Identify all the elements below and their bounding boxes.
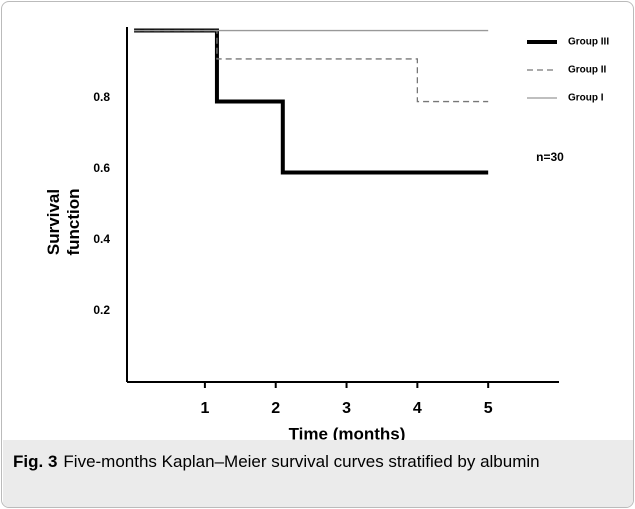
x-axis-label: Time (months) xyxy=(289,424,406,442)
caption-label: Fig. 3 xyxy=(13,452,58,471)
x-tick-label: 4 xyxy=(413,400,422,417)
annotation: n=30 xyxy=(536,150,564,164)
y-tick-label: 0.2 xyxy=(93,303,110,317)
legend-label: Group III xyxy=(568,37,609,48)
y-tick-label: 0.8 xyxy=(93,90,110,104)
x-tick-label: 1 xyxy=(200,400,209,417)
y-axis-label: Survival function xyxy=(44,188,83,256)
y-tick-label: 0.6 xyxy=(93,161,110,175)
chart: Time (months) n=30 0.2 0.4 0.6 0.8 1 2 3 4 5 Grou… xyxy=(93,27,609,442)
survival-curve xyxy=(134,29,489,103)
y-tick-label: 0.4 xyxy=(93,232,110,246)
x-tick-label: 2 xyxy=(271,400,280,417)
x-tick-label: 5 xyxy=(484,400,493,417)
legend-label: Group II xyxy=(568,65,607,76)
legend-label: Group I xyxy=(568,93,604,104)
caption: Fig. 3 Five-months Kaplan–Meier survival … xyxy=(3,440,633,507)
x-tick-label: 3 xyxy=(342,400,351,417)
caption-text: Five-months Kaplan–Meier survival curves… xyxy=(63,452,540,471)
